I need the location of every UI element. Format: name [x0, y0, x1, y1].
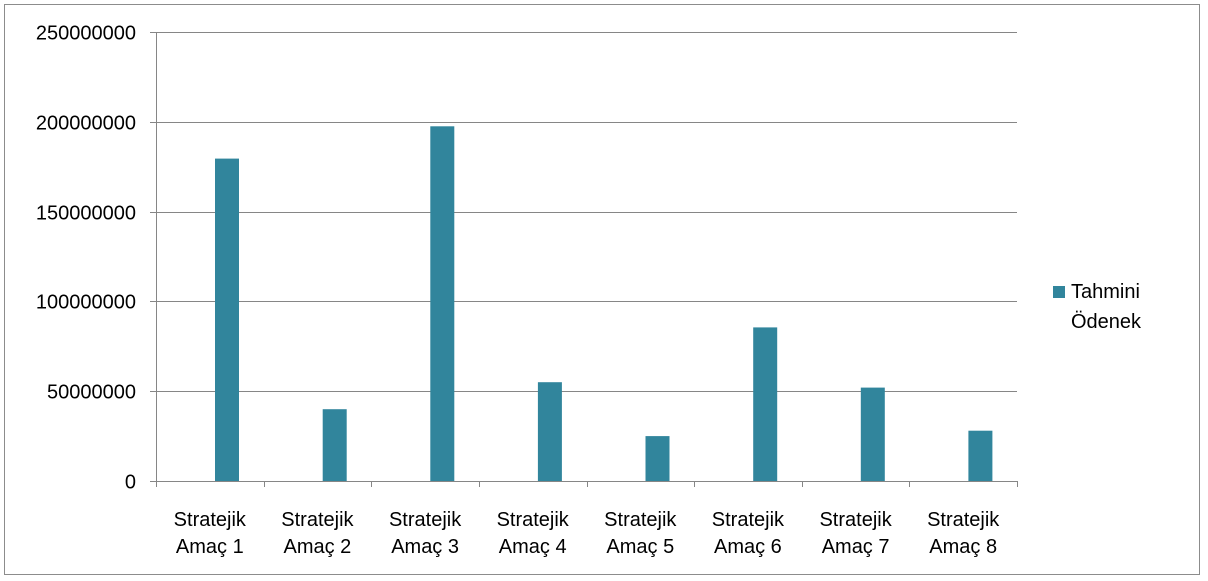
y-tick-label: 100000000: [36, 292, 136, 314]
y-tick-label: 0: [125, 472, 136, 494]
gridlines: [156, 32, 1017, 392]
bars: [215, 126, 993, 482]
x-tick-label: Amaç 1: [176, 536, 244, 558]
bar: [860, 387, 885, 481]
x-tick-label: Amaç 7: [822, 536, 890, 558]
x-tick-label: Stratejik: [174, 509, 247, 531]
x-tick-label: Amaç 8: [929, 536, 997, 558]
y-tick-label: 50000000: [47, 382, 136, 404]
x-tick-label: Amaç 2: [283, 536, 351, 558]
y-tick-labels: 0 50000000 100000000 150000000 200000000 2500…: [36, 23, 136, 494]
bar: [968, 430, 993, 481]
y-tick-label: 250000000: [36, 23, 136, 45]
bar: [215, 158, 239, 481]
x-tick-label: Amaç 3: [391, 536, 459, 558]
x-tick-label: Stratejik: [927, 509, 1000, 531]
x-tick-label: Stratejik: [497, 509, 570, 531]
x-tick-label: Stratejik: [281, 509, 354, 531]
x-tick-label: Stratejik: [604, 509, 677, 531]
x-tick-labels: Stratejik Amaç 1 Stratejik Amaç 2 Stratejik A…: [174, 509, 1001, 558]
legend: Tahmini Ödenek: [1053, 281, 1142, 333]
x-tick-label: Stratejik: [389, 509, 462, 531]
chart-frame: [4, 4, 1200, 575]
x-tick-label: Amaç 5: [606, 536, 674, 558]
x-tick-label: Stratejik: [819, 509, 892, 531]
bar: [322, 409, 347, 481]
legend-swatch: [1053, 286, 1065, 298]
bar: [537, 382, 562, 481]
axes: [150, 32, 1018, 487]
x-tick-label: Amaç 4: [499, 536, 567, 558]
y-tick-label: 150000000: [36, 203, 136, 225]
bar: [430, 126, 455, 482]
y-tick-label: 200000000: [36, 113, 136, 135]
x-tick-label: Stratejik: [712, 509, 785, 531]
x-tick-label: Amaç 6: [714, 536, 782, 558]
legend-label: Tahmini: [1071, 281, 1140, 303]
bar: [645, 436, 670, 481]
bar: [753, 327, 778, 481]
legend-label: Ödenek: [1071, 311, 1142, 333]
